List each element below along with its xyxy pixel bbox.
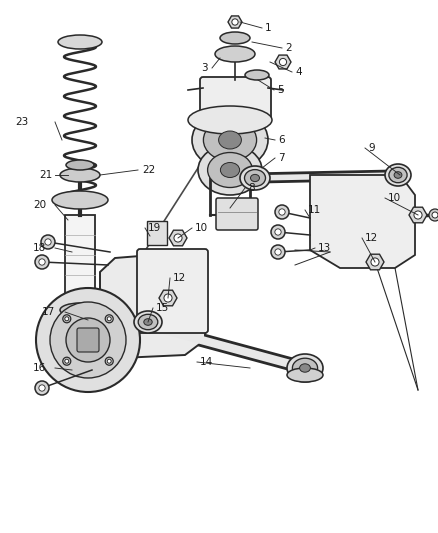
Circle shape bbox=[63, 357, 71, 365]
Ellipse shape bbox=[60, 303, 100, 317]
Circle shape bbox=[275, 205, 289, 219]
Text: 17: 17 bbox=[42, 307, 55, 317]
Circle shape bbox=[36, 288, 140, 392]
Circle shape bbox=[164, 294, 172, 302]
Ellipse shape bbox=[385, 164, 411, 186]
Text: 4: 4 bbox=[295, 67, 302, 77]
Ellipse shape bbox=[134, 311, 162, 333]
Circle shape bbox=[414, 211, 422, 219]
Circle shape bbox=[41, 235, 55, 249]
Text: 7: 7 bbox=[278, 153, 285, 163]
Polygon shape bbox=[100, 252, 205, 358]
Text: 21: 21 bbox=[39, 170, 52, 180]
Ellipse shape bbox=[138, 314, 158, 330]
Text: 6: 6 bbox=[278, 135, 285, 145]
FancyBboxPatch shape bbox=[137, 249, 208, 333]
Text: 19: 19 bbox=[148, 223, 161, 233]
Ellipse shape bbox=[287, 354, 323, 382]
Ellipse shape bbox=[251, 174, 259, 182]
Circle shape bbox=[279, 209, 285, 215]
Ellipse shape bbox=[394, 172, 402, 179]
Ellipse shape bbox=[389, 167, 407, 183]
Polygon shape bbox=[409, 207, 427, 223]
Ellipse shape bbox=[240, 166, 270, 190]
Circle shape bbox=[45, 239, 51, 245]
Circle shape bbox=[271, 225, 285, 239]
Text: 10: 10 bbox=[388, 193, 401, 203]
Circle shape bbox=[66, 318, 110, 362]
Circle shape bbox=[107, 317, 111, 321]
Ellipse shape bbox=[220, 32, 250, 44]
Ellipse shape bbox=[215, 46, 255, 62]
Circle shape bbox=[174, 234, 182, 242]
FancyBboxPatch shape bbox=[200, 77, 271, 121]
Circle shape bbox=[432, 212, 438, 218]
Circle shape bbox=[105, 357, 113, 365]
Ellipse shape bbox=[287, 368, 323, 382]
Circle shape bbox=[371, 258, 379, 266]
Text: 22: 22 bbox=[142, 165, 155, 175]
Circle shape bbox=[63, 315, 71, 323]
Polygon shape bbox=[275, 55, 291, 69]
Circle shape bbox=[50, 302, 126, 378]
Circle shape bbox=[271, 245, 285, 259]
Text: 3: 3 bbox=[201, 63, 208, 73]
Circle shape bbox=[429, 209, 438, 221]
Polygon shape bbox=[169, 230, 187, 246]
Circle shape bbox=[107, 359, 111, 363]
Text: 14: 14 bbox=[200, 357, 213, 367]
Text: 20: 20 bbox=[33, 200, 46, 210]
Ellipse shape bbox=[219, 131, 241, 149]
Text: 1: 1 bbox=[265, 23, 272, 33]
Text: 11: 11 bbox=[308, 205, 321, 215]
Polygon shape bbox=[228, 16, 242, 28]
Ellipse shape bbox=[188, 106, 272, 134]
Ellipse shape bbox=[293, 358, 318, 378]
FancyBboxPatch shape bbox=[216, 198, 258, 230]
Ellipse shape bbox=[300, 364, 311, 372]
Ellipse shape bbox=[60, 168, 100, 182]
Ellipse shape bbox=[144, 319, 152, 325]
Circle shape bbox=[275, 249, 281, 255]
Text: 23: 23 bbox=[15, 117, 28, 127]
Circle shape bbox=[65, 359, 69, 363]
Text: 8: 8 bbox=[248, 183, 254, 193]
Circle shape bbox=[39, 259, 45, 265]
Ellipse shape bbox=[198, 145, 262, 195]
Ellipse shape bbox=[66, 160, 94, 170]
Ellipse shape bbox=[52, 191, 108, 209]
Ellipse shape bbox=[244, 169, 265, 187]
Ellipse shape bbox=[203, 119, 257, 161]
Ellipse shape bbox=[220, 163, 240, 177]
Text: 10: 10 bbox=[195, 223, 208, 233]
Circle shape bbox=[275, 229, 281, 235]
Circle shape bbox=[279, 59, 286, 66]
Circle shape bbox=[35, 255, 49, 269]
Circle shape bbox=[35, 381, 49, 395]
Circle shape bbox=[39, 385, 45, 391]
FancyBboxPatch shape bbox=[77, 328, 99, 352]
Circle shape bbox=[65, 317, 69, 321]
Polygon shape bbox=[159, 290, 177, 306]
Text: 9: 9 bbox=[368, 143, 374, 153]
Polygon shape bbox=[310, 175, 415, 268]
Text: 5: 5 bbox=[277, 85, 284, 95]
Circle shape bbox=[232, 19, 238, 25]
Text: 2: 2 bbox=[285, 43, 292, 53]
Text: 18: 18 bbox=[33, 243, 46, 253]
Ellipse shape bbox=[208, 152, 252, 188]
Circle shape bbox=[105, 315, 113, 323]
Text: 15: 15 bbox=[156, 303, 169, 313]
Text: 16: 16 bbox=[33, 363, 46, 373]
FancyBboxPatch shape bbox=[65, 215, 95, 310]
Ellipse shape bbox=[58, 35, 102, 49]
Ellipse shape bbox=[192, 110, 268, 170]
Polygon shape bbox=[366, 254, 384, 270]
Ellipse shape bbox=[245, 70, 269, 80]
Text: 12: 12 bbox=[173, 273, 186, 283]
FancyBboxPatch shape bbox=[147, 221, 167, 245]
Text: 13: 13 bbox=[318, 243, 331, 253]
Text: 12: 12 bbox=[365, 233, 378, 243]
